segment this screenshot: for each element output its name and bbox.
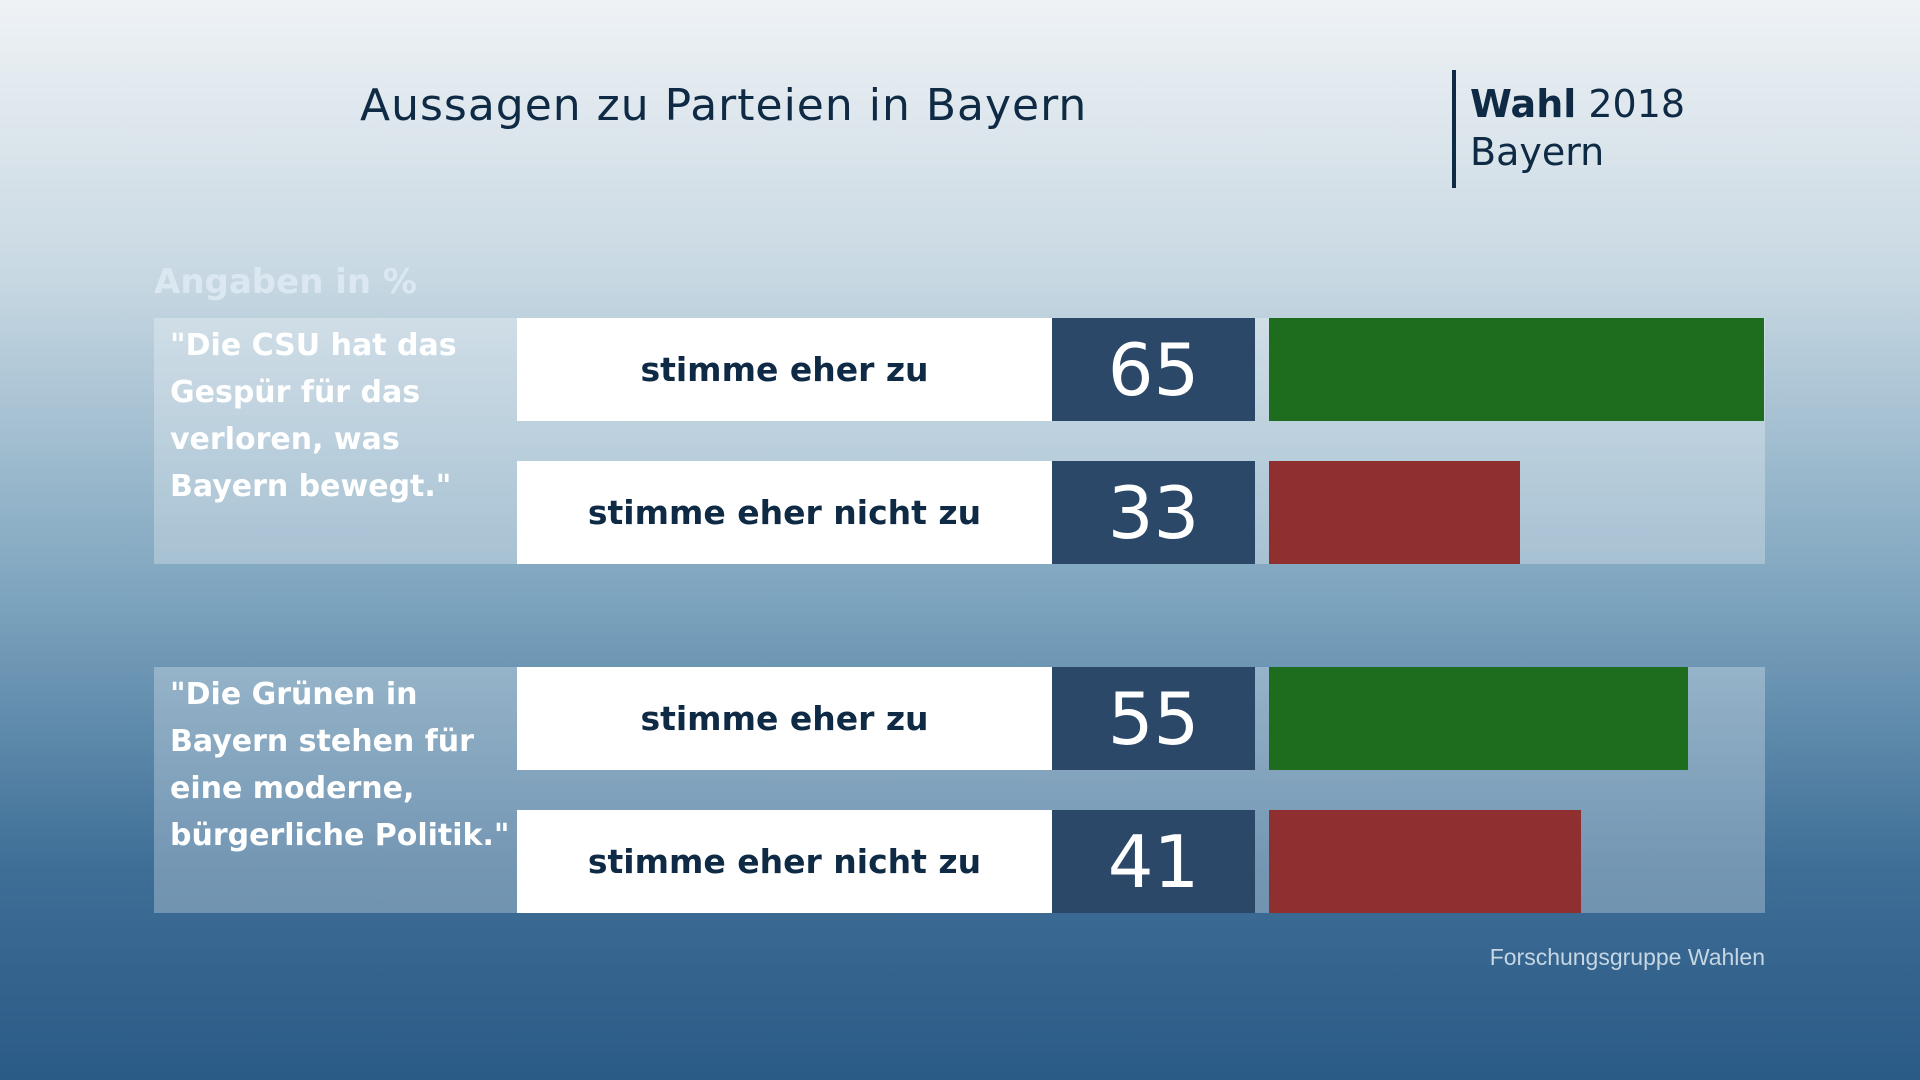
statement: "Die Grünen in Bayern stehen für eine mo… [170, 677, 510, 853]
series-label: stimme eher zu [517, 318, 1052, 421]
brand-year: 2018 [1588, 82, 1686, 126]
value-label: 65 [1052, 318, 1255, 421]
value-label: 55 [1052, 667, 1255, 770]
brand-divider [1452, 70, 1456, 188]
source: Forschungsgruppe Wahlen [1489, 944, 1765, 970]
brand: Wahl 2018 [1470, 82, 1685, 126]
statement: "Die CSU hat das Gespür für das verloren… [170, 328, 457, 504]
value-label: 41 [1052, 810, 1255, 913]
bar [1269, 461, 1521, 564]
bar [1269, 318, 1764, 421]
bar [1269, 667, 1688, 770]
brand-name: Wahl [1470, 82, 1577, 126]
series-label: stimme eher nicht zu [517, 461, 1052, 564]
value-label: 33 [1052, 461, 1255, 564]
chart-title: Aussagen zu Parteien in Bayern [360, 80, 1088, 131]
bar [1269, 810, 1581, 913]
brand-region: Bayern [1470, 130, 1605, 174]
series-label: stimme eher nicht zu [517, 810, 1052, 913]
subtitle: Angaben in % [154, 262, 418, 302]
series-label: stimme eher zu [517, 667, 1052, 770]
